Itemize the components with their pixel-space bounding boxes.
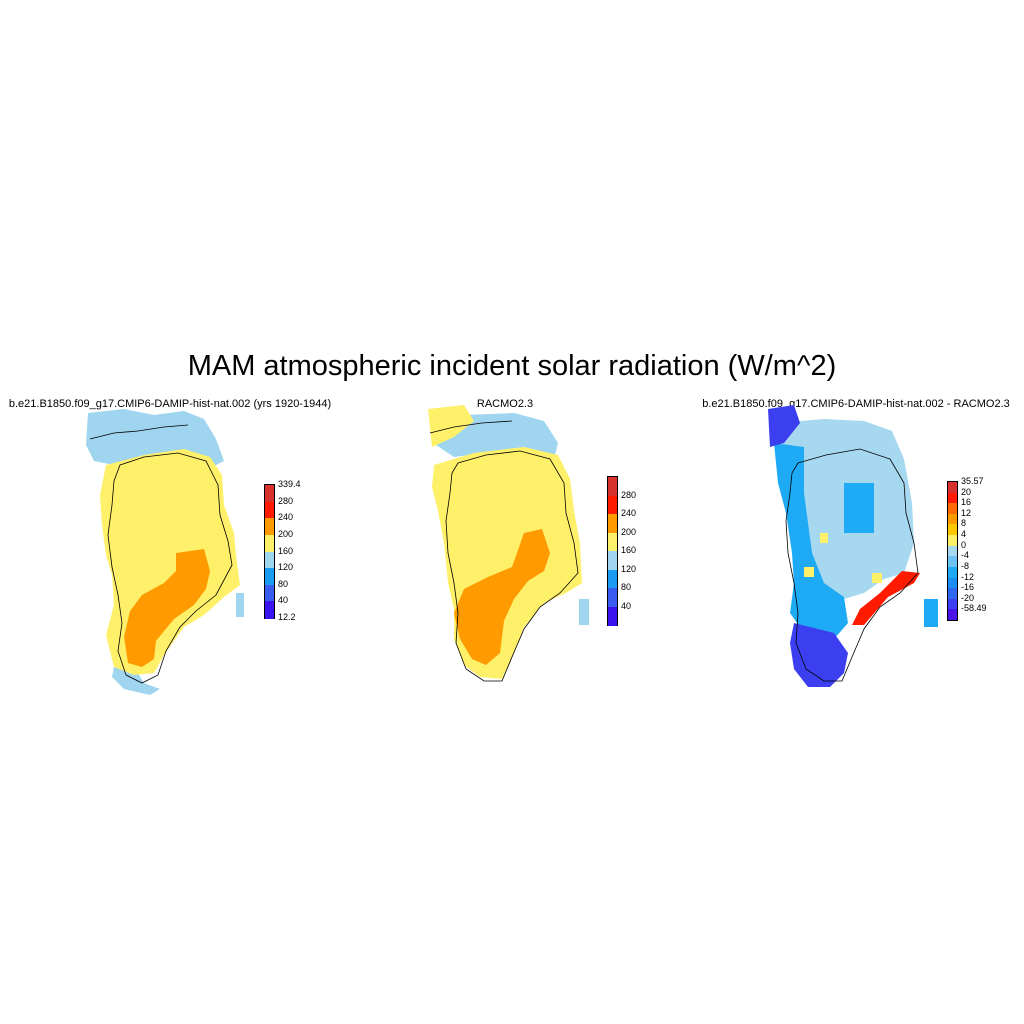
colorbar-swatch bbox=[948, 503, 957, 515]
colorbar-swatch bbox=[948, 513, 957, 525]
colorbar-swatch bbox=[265, 485, 274, 503]
colorbar-frame bbox=[607, 476, 618, 626]
colorbar-label: 8 bbox=[961, 518, 967, 529]
colorbar-label: 16 bbox=[961, 497, 972, 508]
colorbar-label: 240 bbox=[278, 512, 294, 523]
colorbar-label: -12 bbox=[961, 571, 975, 582]
colorbar-swatch bbox=[608, 588, 617, 607]
colorbar-swatch bbox=[948, 535, 957, 547]
panel-2-map bbox=[428, 405, 589, 682]
colorbar-label: -4 bbox=[961, 550, 970, 561]
colorbar-label: -8 bbox=[961, 560, 970, 571]
colorbar-swatch bbox=[265, 568, 274, 586]
colorbar-label: 200 bbox=[621, 526, 637, 537]
colorbar-label: 339.4 bbox=[278, 479, 301, 489]
colorbar-swatch bbox=[948, 598, 957, 610]
colorbar-label: 35.57 bbox=[961, 476, 984, 486]
colorbar-label: 200 bbox=[278, 528, 294, 539]
panel-3-map bbox=[768, 405, 938, 687]
map-1-fill-orange bbox=[124, 549, 210, 667]
map-2-coastline bbox=[429, 420, 579, 682]
colorbar-swatch bbox=[265, 601, 274, 619]
map-3-fill-yellow bbox=[804, 533, 882, 583]
map-1-fill-yellow bbox=[100, 449, 240, 675]
colorbar-label: 20 bbox=[961, 486, 972, 497]
colorbar-swatch bbox=[608, 532, 617, 552]
colorbar-swatch bbox=[948, 524, 957, 536]
map-1-coastline bbox=[89, 424, 233, 684]
colorbar-swatch bbox=[608, 514, 617, 533]
colorbar-label: -16 bbox=[961, 582, 975, 593]
colorbar-swatch bbox=[948, 577, 957, 589]
colorbar-swatch bbox=[608, 551, 617, 570]
colorbar-swatch bbox=[608, 569, 617, 589]
colorbar-swatch bbox=[608, 606, 617, 626]
colorbar-frame bbox=[947, 481, 958, 621]
colorbar-label: 240 bbox=[621, 508, 637, 518]
panel-1-title: b.e21.B1850.f09_g17.CMIP6-DAMIP-hist-nat… bbox=[8, 398, 332, 410]
colorbar-label: 280 bbox=[278, 495, 294, 506]
colorbar-swatch bbox=[948, 545, 957, 557]
colorbar-1: 339.4 280 240 200 160 120 80 40 12.2 bbox=[264, 479, 324, 622]
colorbar-label: 4 bbox=[961, 529, 967, 540]
colorbar-swatch bbox=[948, 556, 957, 568]
colorbar-swatch bbox=[265, 518, 274, 536]
colorbar-label: 40 bbox=[278, 595, 289, 606]
colorbar-swatch bbox=[265, 584, 274, 602]
map-3-fill-red bbox=[852, 571, 920, 625]
colorbar-swatch bbox=[948, 609, 957, 621]
colorbar-swatch bbox=[265, 551, 274, 569]
panel-2-title: RACMO2.3 bbox=[476, 398, 534, 410]
colorbar-swatch bbox=[948, 482, 957, 494]
colorbar-3: 35.57 20 16 12 8 4 0 -4 -8 -12 -16 -20 -58.49 bbox=[947, 476, 1007, 621]
colorbar-2: 280 240 200 160 120 80 40 bbox=[607, 476, 667, 626]
colorbar-swatch bbox=[608, 495, 617, 515]
colorbar-label: 280 bbox=[621, 489, 637, 500]
panel-1-map bbox=[86, 409, 244, 695]
panel-3-title: b.e21.B1850.f09_g17.CMIP6-DAMIP-hist-nat… bbox=[702, 398, 1010, 410]
colorbar-label: 120 bbox=[278, 562, 294, 573]
map-3-fill-mid-blue bbox=[774, 443, 938, 639]
colorbar-label: 80 bbox=[621, 582, 632, 592]
colorbar-label: 120 bbox=[621, 563, 637, 574]
map-3-coastline bbox=[785, 448, 919, 682]
colorbar-label: -20 bbox=[961, 592, 975, 603]
colorbar-swatch bbox=[608, 477, 617, 496]
colorbar-frame bbox=[264, 484, 275, 619]
colorbar-label: 160 bbox=[621, 545, 637, 555]
colorbar-swatch bbox=[948, 492, 957, 504]
map-3-fill-dark-blue bbox=[768, 405, 848, 687]
colorbar-label: 80 bbox=[278, 578, 289, 589]
colorbar-swatch bbox=[948, 588, 957, 600]
figure-title: MAM atmospheric incident solar radiation… bbox=[187, 350, 837, 382]
colorbar-label: 12 bbox=[961, 507, 972, 518]
colorbar-label: 0 bbox=[961, 539, 967, 550]
colorbar-label: -58.49 bbox=[961, 603, 987, 614]
colorbar-swatch bbox=[265, 501, 274, 519]
colorbar-label: 40 bbox=[621, 600, 632, 611]
colorbar-label: 12.2 bbox=[278, 612, 296, 622]
colorbar-label: 160 bbox=[278, 545, 294, 556]
map-2-fill-orange bbox=[454, 529, 550, 665]
colorbar-swatch bbox=[948, 566, 957, 579]
colorbar-swatch bbox=[265, 534, 274, 552]
